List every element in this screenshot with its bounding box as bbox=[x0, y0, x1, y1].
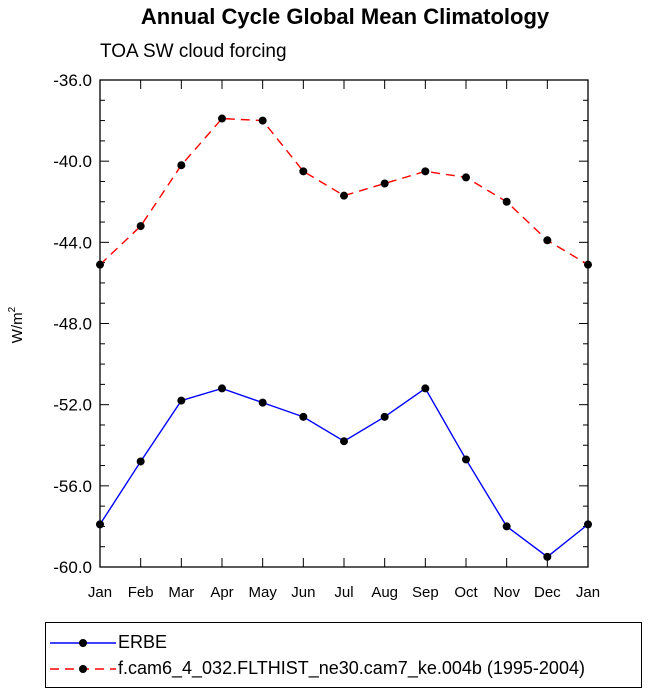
data-point-series-0 bbox=[462, 455, 470, 464]
y-tick-label: -36.0 bbox=[53, 71, 92, 90]
x-tick-label: Oct bbox=[454, 584, 478, 601]
data-point-series-1 bbox=[96, 260, 104, 269]
y-tick-label: -44.0 bbox=[53, 233, 92, 252]
x-tick-label: May bbox=[248, 584, 277, 601]
data-point-series-0 bbox=[502, 522, 511, 531]
x-tick-label: Apr bbox=[210, 584, 233, 601]
x-tick-label: Nov bbox=[493, 584, 520, 601]
chart-subtitle: TOA SW cloud forcing bbox=[100, 41, 287, 62]
data-point-series-0 bbox=[136, 457, 145, 466]
data-point-series-1 bbox=[462, 173, 470, 182]
x-tick-label: Sep bbox=[412, 584, 439, 601]
data-point-series-0 bbox=[584, 520, 592, 529]
data-point-series-1 bbox=[258, 116, 267, 125]
data-point-series-0 bbox=[258, 398, 267, 407]
plot-area: -60.0 -56.0 -52.0 -48.0 -44.0 -40.0 -36.0 Jan Fe… bbox=[53, 71, 600, 601]
data-point-series-1 bbox=[543, 236, 552, 245]
data-point-series-0 bbox=[340, 437, 348, 446]
x-tick-label: Dec bbox=[534, 584, 561, 601]
x-tick-label: Jan bbox=[576, 584, 600, 601]
data-point-series-0 bbox=[543, 552, 552, 561]
data-point-series-0 bbox=[96, 520, 104, 529]
y-tick-label: -48.0 bbox=[53, 315, 92, 334]
y-tick-label: -52.0 bbox=[53, 396, 92, 415]
y-axis-label: W/m2 bbox=[7, 306, 26, 343]
legend-label-erbe: ERBE bbox=[118, 632, 168, 652]
line-chart: W/m2 -60.0 -56.0 -52.0 -48.0 -44.0 -40.0 -36.0… bbox=[7, 71, 600, 601]
data-point-series-0 bbox=[218, 384, 226, 393]
data-point-series-1 bbox=[421, 167, 430, 176]
svg-text:W/m2: W/m2 bbox=[7, 306, 26, 343]
series-line-0 bbox=[99, 387, 589, 558]
data-point-series-1 bbox=[177, 161, 186, 170]
y-axis-label-text: W/m bbox=[9, 312, 26, 343]
x-tick-label: Jan bbox=[88, 584, 112, 601]
x-tick-label: Jun bbox=[291, 584, 315, 601]
y-tick-label: -60.0 bbox=[53, 558, 92, 577]
plot-frame bbox=[99, 79, 589, 568]
data-point-series-0 bbox=[380, 412, 389, 421]
chart-legend: ERBE f.cam6_4_032.FLTHIST_ne30.cam7_ke.0… bbox=[45, 622, 642, 688]
y-tick-label: -56.0 bbox=[53, 477, 92, 496]
data-point-series-1 bbox=[218, 114, 226, 123]
legend-swatch-erbe bbox=[50, 639, 116, 647]
legend-item-model: f.cam6_4_032.FLTHIST_ne30.cam7_ke.004b (… bbox=[46, 657, 641, 681]
data-point-series-0 bbox=[177, 396, 186, 405]
series-line-1 bbox=[99, 117, 589, 266]
data-point-series-0 bbox=[421, 384, 430, 393]
data-point-series-1 bbox=[340, 191, 348, 200]
data-point-series-1 bbox=[502, 197, 511, 206]
legend-label-model: f.cam6_4_032.FLTHIST_ne30.cam7_ke.004b (… bbox=[118, 658, 585, 678]
legend-item-erbe: ERBE bbox=[46, 631, 641, 655]
data-point-series-1 bbox=[299, 167, 308, 176]
data-point-series-1 bbox=[136, 222, 145, 231]
x-tick-label: Feb bbox=[128, 584, 154, 601]
y-tick-label: -40.0 bbox=[53, 152, 92, 171]
x-tick-label: Mar bbox=[168, 584, 194, 601]
x-tick-label: Jul bbox=[334, 584, 353, 601]
legend-swatch-model bbox=[50, 665, 116, 673]
chart-title: Annual Cycle Global Mean Climatology bbox=[140, 4, 550, 29]
data-point-series-1 bbox=[584, 260, 592, 269]
data-point-series-1 bbox=[380, 179, 389, 188]
data-point-series-0 bbox=[299, 412, 308, 421]
y-axis-label-superscript: 2 bbox=[7, 306, 18, 312]
x-tick-label: Aug bbox=[371, 584, 398, 601]
